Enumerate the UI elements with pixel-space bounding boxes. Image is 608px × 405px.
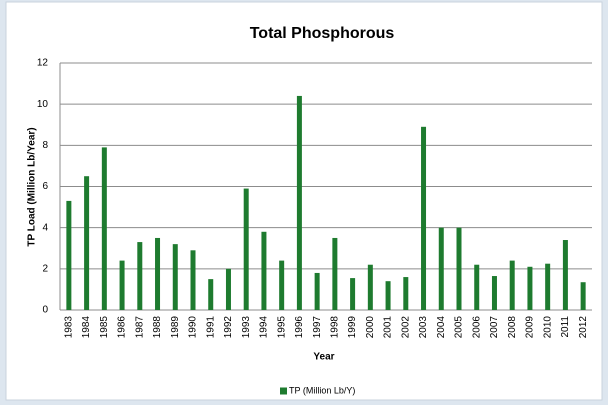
y-tick-label: 12 [37, 58, 49, 69]
bar [421, 126, 427, 310]
x-tick-label: 1992 [223, 316, 234, 339]
y-tick-label: 6 [42, 181, 48, 192]
x-tick-label: 1995 [276, 316, 287, 339]
y-tick-label: 10 [37, 99, 49, 110]
bar [545, 263, 551, 310]
bar [403, 277, 409, 310]
bar [261, 231, 267, 310]
x-tick-label: 2004 [436, 316, 447, 339]
bar [562, 240, 568, 310]
legend-label: TP (Million Lb/Y) [289, 385, 355, 395]
bar [66, 200, 72, 310]
y-axis-title: TP Load (Million Lb/Year) [27, 127, 38, 246]
x-tick-label: 2000 [365, 316, 376, 339]
x-tick-label: 1985 [99, 316, 110, 339]
x-tick-label: 2003 [418, 316, 429, 339]
x-tick-label: 1988 [152, 316, 163, 339]
x-axis-title: Year [313, 352, 334, 363]
bar [527, 266, 533, 310]
bar [296, 95, 302, 310]
bar [456, 227, 462, 310]
bar [119, 260, 125, 310]
x-tick-label: 2008 [507, 316, 518, 339]
bar [367, 264, 373, 310]
bar [137, 242, 143, 310]
x-tick-label: 1986 [117, 316, 128, 339]
y-tick-label: 8 [42, 140, 48, 151]
bar [208, 279, 214, 310]
x-tick-label: 2007 [489, 316, 500, 339]
bar [332, 237, 338, 310]
bar [155, 237, 161, 310]
x-tick-label: 1991 [205, 316, 216, 339]
bar [243, 188, 249, 310]
x-tick-label: 1989 [170, 316, 181, 339]
chart-background [5, 1, 603, 401]
bar [314, 272, 320, 310]
x-tick-label: 1990 [188, 316, 199, 339]
x-tick-label: 2006 [471, 316, 482, 339]
y-tick-label: 4 [42, 222, 48, 233]
bar [225, 268, 231, 310]
x-tick-label: 1998 [330, 316, 341, 339]
x-tick-label: 1996 [294, 316, 305, 339]
bar [350, 278, 356, 310]
bar [474, 264, 480, 310]
x-tick-label: 2009 [525, 316, 536, 339]
bar [84, 176, 90, 310]
x-tick-label: 2011 [560, 316, 571, 338]
x-tick-label: 1999 [347, 316, 358, 339]
bar [190, 250, 196, 310]
x-tick-label: 2005 [454, 316, 465, 339]
x-tick-label: 1983 [64, 316, 75, 339]
bar [279, 260, 285, 310]
bar [385, 281, 391, 310]
y-tick-label: 0 [42, 305, 48, 316]
bar [172, 244, 178, 310]
x-tick-label: 2002 [400, 316, 411, 339]
bar [438, 227, 444, 310]
x-tick-label: 2010 [542, 316, 553, 339]
x-tick-label: 1997 [312, 316, 323, 339]
y-tick-label: 2 [42, 263, 48, 274]
x-tick-label: 2001 [383, 316, 394, 339]
x-tick-label: 1984 [81, 316, 92, 339]
bar [491, 276, 497, 310]
legend-swatch [280, 387, 287, 395]
bar [101, 147, 107, 310]
chart-title: Total Phosphorous [250, 25, 395, 42]
x-tick-label: 1994 [259, 316, 270, 339]
x-tick-label: 1987 [134, 316, 145, 339]
bar [580, 282, 586, 310]
x-tick-label: 1993 [241, 316, 252, 339]
x-tick-label: 2012 [578, 316, 589, 339]
bar [509, 260, 515, 310]
